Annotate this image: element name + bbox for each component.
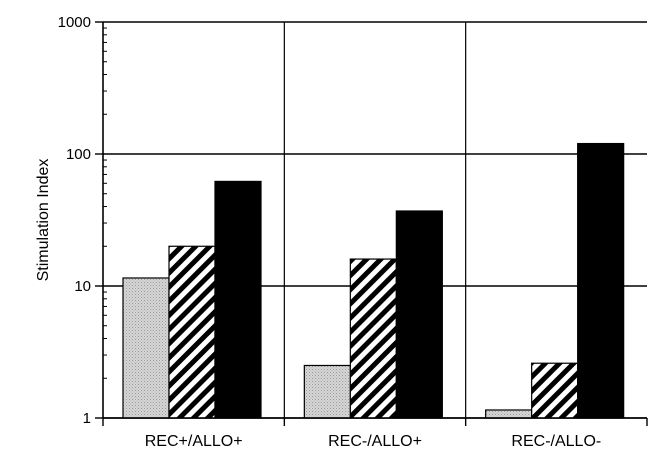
bar-stipple	[122, 277, 170, 419]
plot-area: 1 10 100 1000 REC+/ALLO+ REC-/ALLO+ REC-/ALLO-	[58, 14, 648, 450]
bar-hatched	[349, 258, 397, 419]
y-tick-label: 1	[83, 410, 91, 427]
x-tick-label: REC+/ALLO+	[145, 433, 243, 450]
bar-stipple	[485, 409, 533, 419]
bar-solid	[577, 142, 625, 419]
y-tick-label: 1000	[58, 14, 91, 31]
bar-hatched	[168, 245, 216, 419]
bar-solid	[214, 180, 262, 419]
y-tick-label: 10	[74, 278, 91, 295]
y-tick-label: 100	[66, 146, 91, 163]
y-axis-title: Stimulation Index	[35, 159, 52, 282]
bar-stipple	[303, 364, 351, 419]
x-tick-label: REC-/ALLO+	[328, 433, 422, 450]
bar-solid	[395, 210, 443, 419]
x-tick-label: REC-/ALLO-	[511, 433, 601, 450]
bar-hatched	[531, 362, 579, 419]
